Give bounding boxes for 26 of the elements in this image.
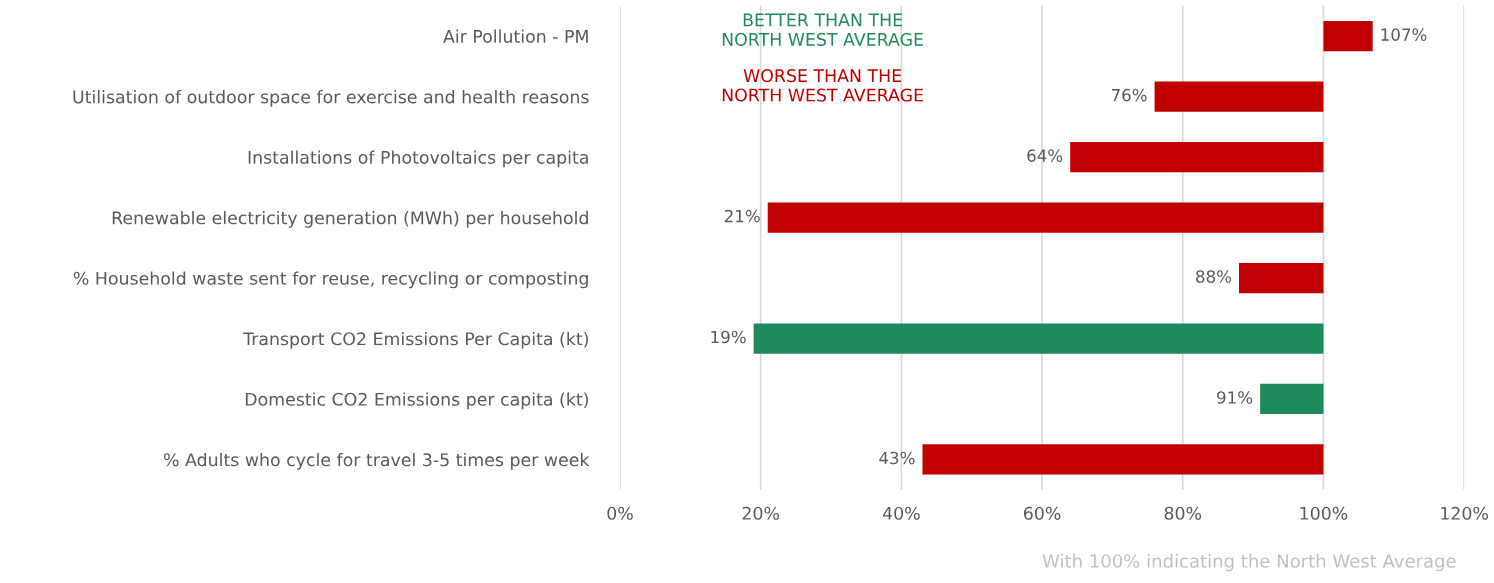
y-tick-label: Utilisation of outdoor space for exercise and health reasons (73, 89, 589, 107)
x-tick-label: 100% (1300, 506, 1348, 520)
y-tick-label: Air Pollution - PM (443, 29, 588, 43)
x-tick-label: 0% (607, 506, 633, 520)
annotation: 107% (1381, 28, 1427, 41)
y-tick-label: % Household waste sent for reuse, recycling or composting (73, 271, 588, 289)
y-tick-label: Transport CO2 Emissions Per Capita (kt) (243, 331, 588, 349)
annotation: 21% (724, 209, 760, 223)
annotation: 91% (1217, 391, 1253, 404)
x-tick-label: 60% (1023, 506, 1061, 520)
x-tick-label: 80% (1164, 506, 1202, 520)
y-tick-label: % Adults who cycle for travel 3-5 times per week (163, 452, 590, 470)
text: BETTER THAN THE NORTH WEST AVERAGE (722, 13, 923, 46)
y-tick-label: Renewable electricity generation (MWh) per household (112, 210, 588, 228)
annotation: 64% (1027, 149, 1063, 162)
annotation: 76% (1111, 88, 1147, 102)
y-tick-label: Domestic CO2 Emissions per capita (kt) (245, 392, 588, 410)
annotation: 43% (879, 451, 915, 465)
annotation: 19% (711, 330, 746, 344)
text: WORSE THAN THE NORTH WEST AVERAGE (722, 69, 923, 102)
text: With 100% indicating the North West Average (1042, 553, 1456, 572)
x-tick-label: 40% (882, 506, 920, 520)
x-tick-label: 120% (1441, 506, 1488, 520)
x-tick-label: 20% (742, 506, 780, 520)
annotation: 88% (1196, 270, 1232, 283)
y-tick-label: Installations of Photovoltaics per capita (248, 150, 588, 168)
